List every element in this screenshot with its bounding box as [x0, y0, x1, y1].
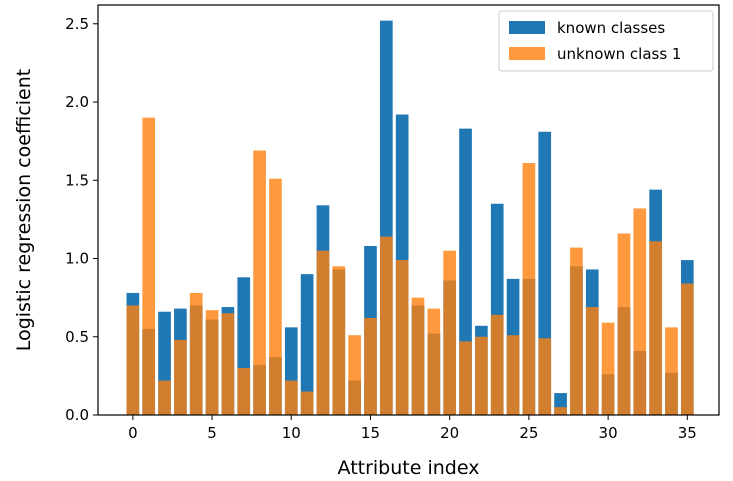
x-tick-label-25: 25	[519, 424, 538, 442]
bar-unknown-class-1-4	[189, 292, 203, 415]
bar-unknown-class-1-17	[395, 260, 409, 415]
bar-unknown-class-1-20	[443, 250, 457, 415]
bar-unknown-class-1-14	[348, 335, 361, 415]
bar-unknown-class-1-30	[601, 322, 615, 415]
y-axis-ticks: 0.0 0.5 1.0 1.5 2.0 2.5	[65, 15, 98, 424]
legend-label-unknown-class-1: unknown class 1	[557, 45, 681, 63]
bar-unknown-class-1-27	[554, 407, 567, 415]
y-tick-label-0: 0.0	[65, 406, 89, 424]
x-tick-label-20: 20	[440, 424, 459, 442]
bar-unknown-class-1-5	[205, 310, 219, 415]
bar-unknown-class-1-34	[665, 327, 678, 415]
bar-unknown-class-1-25	[522, 163, 536, 415]
x-tick-label-10: 10	[282, 424, 301, 442]
x-tick-label-30: 30	[599, 424, 618, 442]
bar-unknown-class-1-11	[300, 391, 314, 415]
bar-unknown-class-1-10	[284, 380, 298, 415]
y-axis-label: Logistic regression coefficient	[13, 69, 35, 351]
x-tick-label-5: 5	[207, 424, 217, 442]
y-tick-label-5: 2.5	[65, 15, 89, 33]
bar-unknown-class-1-16	[379, 236, 393, 415]
bar-unknown-class-1-1	[142, 117, 156, 415]
bar-known-classes-11	[300, 274, 314, 415]
bar-unknown-class-1-29	[585, 307, 599, 415]
legend-box	[498, 10, 714, 72]
legend-label-known-classes: known classes	[557, 19, 665, 37]
y-tick-label-2: 1.0	[65, 250, 89, 268]
plot-frame	[97, 4, 720, 416]
bar-unknown-class-1-28	[570, 247, 583, 415]
y-tick-label-4: 2.0	[65, 93, 89, 111]
legend: known classes unknown class 1	[498, 10, 714, 72]
bar-unknown-class-1-19	[427, 308, 441, 415]
legend-swatch-unknown-class-1	[509, 47, 545, 60]
y-tick-label-3: 1.5	[65, 171, 89, 189]
bar-unknown-class-1-21	[459, 341, 472, 415]
x-tick-label-35: 35	[678, 424, 697, 442]
x-tick-label-0: 0	[128, 424, 138, 442]
bar-unknown-class-1-33	[649, 241, 662, 415]
bar-unknown-class-1-18	[411, 297, 425, 415]
bar-unknown-class-1-2	[158, 380, 171, 415]
bar-unknown-class-1-9	[269, 178, 282, 415]
bar-unknown-class-1-13	[332, 266, 346, 415]
bar-unknown-class-1-22	[475, 336, 488, 415]
x-tick-label-15: 15	[361, 424, 380, 442]
bar-unknown-class-1-32	[633, 208, 647, 415]
bar-unknown-class-1-23	[490, 314, 504, 415]
bar-unknown-class-1-35	[680, 283, 694, 415]
bar-unknown-class-1-24	[506, 335, 520, 415]
bar-unknown-class-1-12	[316, 250, 330, 415]
bar-unknown-class-1-0	[126, 305, 140, 415]
bar-unknown-class-1-8	[253, 150, 266, 415]
bar-unknown-class-1-7	[237, 368, 251, 415]
bars-layer	[126, 20, 694, 415]
x-axis-label: Attribute index	[338, 457, 480, 479]
y-tick-label-1: 0.5	[65, 328, 89, 346]
bar-unknown-class-1-3	[174, 339, 187, 415]
bar-unknown-class-1-6	[221, 313, 235, 415]
bar-unknown-class-1-31	[617, 233, 631, 415]
legend-swatch-known-classes	[509, 21, 545, 34]
x-axis-ticks: 0 5 10 15 20 25 30 35	[128, 415, 697, 442]
bar-unknown-class-1-15	[364, 317, 377, 415]
bar-unknown-class-1-26	[538, 338, 552, 415]
